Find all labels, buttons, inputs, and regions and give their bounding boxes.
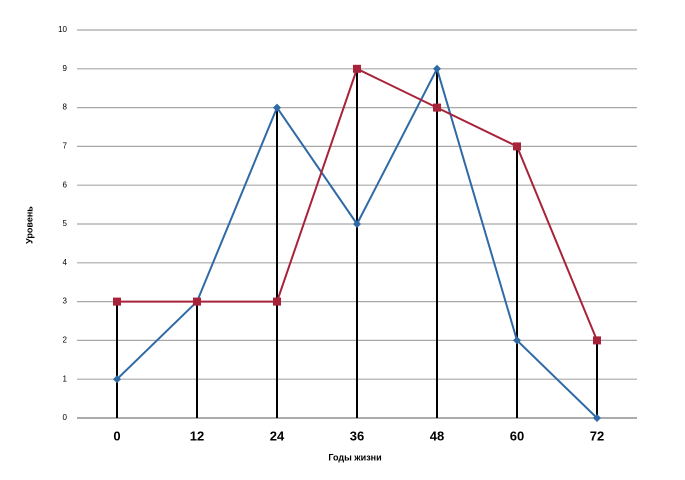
marker (273, 103, 281, 112)
marker (593, 414, 601, 422)
y-tick-label: 9 (63, 64, 68, 73)
x-tick-label: 36 (350, 428, 364, 443)
marker (593, 336, 601, 345)
y-tick-label: 0 (63, 413, 68, 422)
marker (113, 375, 121, 384)
x-tick-label: 24 (270, 428, 285, 443)
y-tick-label: 10 (58, 25, 67, 34)
y-tick-label: 5 (63, 219, 68, 228)
x-tick-label: 12 (190, 428, 204, 443)
marker (193, 297, 201, 306)
y-tick-label: 1 (63, 374, 68, 383)
y-tick-label: 8 (63, 103, 68, 112)
marker (513, 142, 521, 151)
marker (433, 103, 441, 112)
marker (353, 220, 361, 228)
y-tick-label: 3 (63, 297, 68, 306)
marker (513, 336, 521, 345)
marker (273, 297, 281, 306)
x-tick-label: 60 (510, 428, 524, 443)
marker (113, 297, 121, 306)
x-tick-label: 48 (430, 428, 444, 443)
x-axis-label: Годы жизни (328, 452, 381, 462)
y-tick-label: 4 (63, 258, 68, 267)
marker (353, 64, 361, 73)
y-tick-label: 7 (63, 142, 68, 151)
marker (433, 64, 441, 73)
y-tick-label: 6 (63, 180, 68, 189)
x-tick-label: 72 (590, 428, 604, 443)
y-axis-label: Уровень (24, 206, 34, 244)
x-tick-label: 0 (113, 428, 120, 443)
y-tick-label: 2 (63, 336, 68, 345)
